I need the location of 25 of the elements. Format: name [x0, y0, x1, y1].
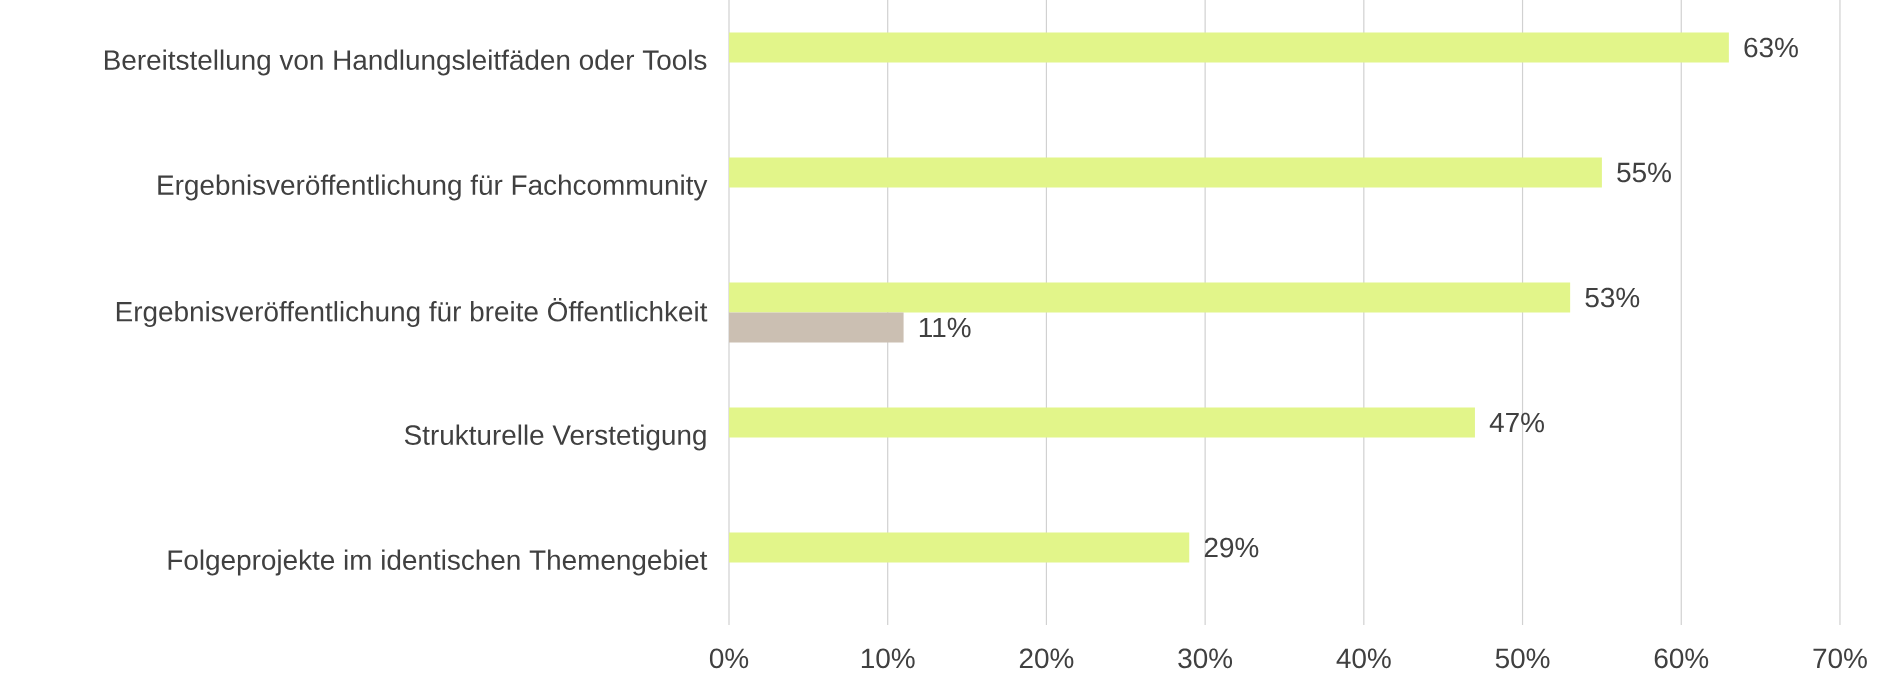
bar — [729, 532, 1190, 563]
bar — [729, 157, 1602, 188]
x-tick-label: 30% — [1178, 648, 1233, 669]
data-label: 55% — [1617, 162, 1671, 183]
x-tick-label: 50% — [1495, 648, 1550, 669]
bar — [729, 407, 1475, 438]
x-tick-label: 10% — [861, 648, 915, 669]
x-tick-label: 20% — [1019, 648, 1074, 669]
bar — [729, 312, 904, 343]
data-label: 47% — [1489, 412, 1544, 433]
data-label: 29% — [1204, 537, 1259, 558]
y-tick-label: Folgeprojekte im identischen Themengebiet — [168, 549, 708, 576]
y-tick-label: Ergebnisveröffentlichung für breite Öffentlichkeit — [116, 297, 708, 328]
x-tick-label: 70% — [1813, 648, 1867, 669]
y-tick-label: Bereitstellung von Handlungsleitfäden oder Tools — [104, 49, 707, 76]
y-tick-label: Strukturelle Verstetigung — [404, 424, 706, 451]
data-label: 53% — [1585, 287, 1640, 308]
data-label: 63% — [1744, 37, 1798, 58]
bar — [729, 282, 1571, 313]
x-tick-label: 0% — [709, 648, 749, 669]
x-tick-label: 60% — [1654, 648, 1709, 669]
bar — [729, 32, 1729, 63]
data-label: 11% — [919, 317, 971, 338]
y-tick-label: Ergebnisveröffentlichung für Fachcommunity — [158, 174, 708, 201]
x-tick-label: 40% — [1336, 648, 1391, 669]
